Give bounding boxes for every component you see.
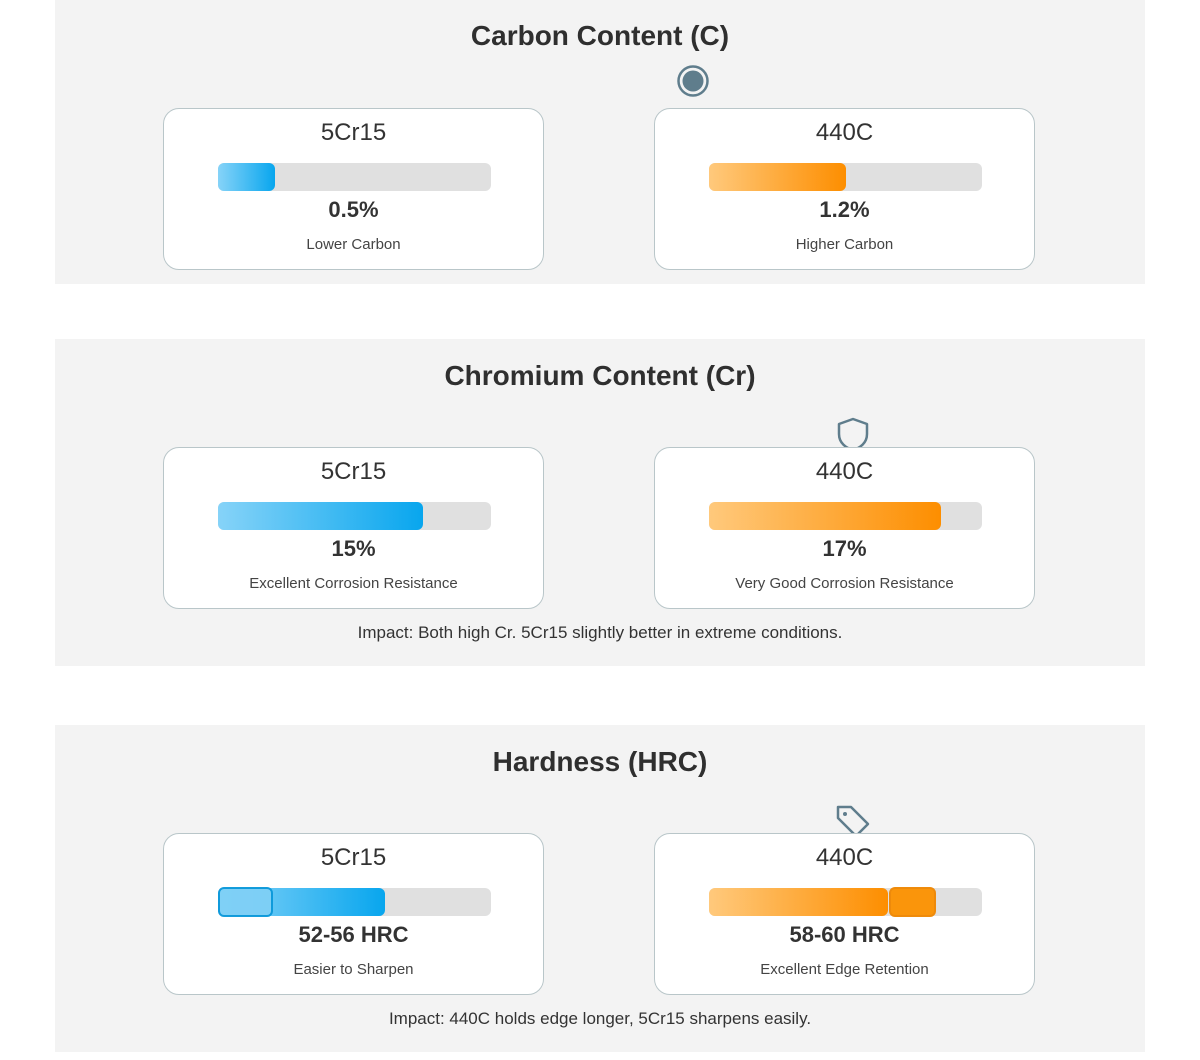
shield-icon (837, 417, 869, 451)
bar-fill (709, 888, 889, 916)
bar-track (709, 163, 982, 191)
value-label: 1.2% (819, 197, 870, 222)
bar-fill (218, 502, 423, 530)
value-label: 17% (822, 536, 867, 561)
bar-track (218, 887, 491, 917)
carbon-section: Carbon Content (C) 5Cr15 0.5% Lower Carb… (55, 0, 1145, 284)
caption-label: Easier to Sharpen (293, 961, 414, 978)
hardness-section: Hardness (HRC) 5Cr15 52-56 HRC Easier to… (55, 725, 1145, 1052)
caption-label: Excellent Edge Retention (760, 961, 929, 978)
hardness-card-440c: 440C 58-60 HRC Excellent Edge Retention (654, 833, 1035, 995)
caption-label: Lower Carbon (306, 236, 401, 253)
bar-fill (218, 163, 275, 191)
value-label: 0.5% (328, 197, 379, 222)
chromium-section: Chromium Content (Cr) 5Cr15 15% Excellen… (55, 339, 1145, 666)
chromium-card-5cr15: 5Cr15 15% Excellent Corrosion Resistance (163, 447, 544, 609)
chromium-section-title: Chromium Content (Cr) (444, 360, 756, 391)
impact-note: Impact: 440C holds edge longer, 5Cr15 sh… (388, 1009, 812, 1028)
caption-label: Higher Carbon (795, 236, 894, 253)
hardness-section-title: Hardness (HRC) (492, 746, 708, 777)
value-label: 58-60 HRC (789, 922, 900, 947)
value-label: 52-56 HRC (298, 922, 409, 947)
steel-name: 5Cr15 (320, 119, 387, 146)
bar-fill (709, 502, 942, 530)
caption-label: Excellent Corrosion Resistance (249, 575, 458, 592)
bar-track (709, 502, 982, 530)
bar-track (709, 887, 982, 917)
bar-fill (709, 163, 846, 191)
carbon-card-440c: 440C 1.2% Higher Carbon (654, 108, 1035, 270)
steel-name: 440C (815, 119, 874, 146)
caption-label: Very Good Corrosion Resistance (735, 575, 954, 592)
chromium-card-440c: 440C 17% Very Good Corrosion Resistance (654, 447, 1035, 609)
steel-name: 5Cr15 (320, 458, 387, 485)
bar-track (218, 502, 491, 530)
bar-track (218, 163, 491, 191)
tag-icon (836, 805, 870, 838)
steel-name: 440C (815, 844, 874, 871)
impact-note: Impact: Both high Cr. 5Cr15 slightly bet… (357, 623, 843, 642)
hardness-card-5cr15: 5Cr15 52-56 HRC Easier to Sharpen (163, 833, 544, 995)
steel-name: 440C (815, 458, 874, 485)
target-dot-icon (677, 65, 709, 97)
range-marker (889, 887, 936, 917)
value-label: 15% (331, 536, 376, 561)
steel-name: 5Cr15 (320, 844, 387, 871)
range-marker (218, 887, 273, 917)
carbon-section-title: Carbon Content (C) (470, 20, 730, 51)
carbon-card-5cr15: 5Cr15 0.5% Lower Carbon (163, 108, 544, 270)
